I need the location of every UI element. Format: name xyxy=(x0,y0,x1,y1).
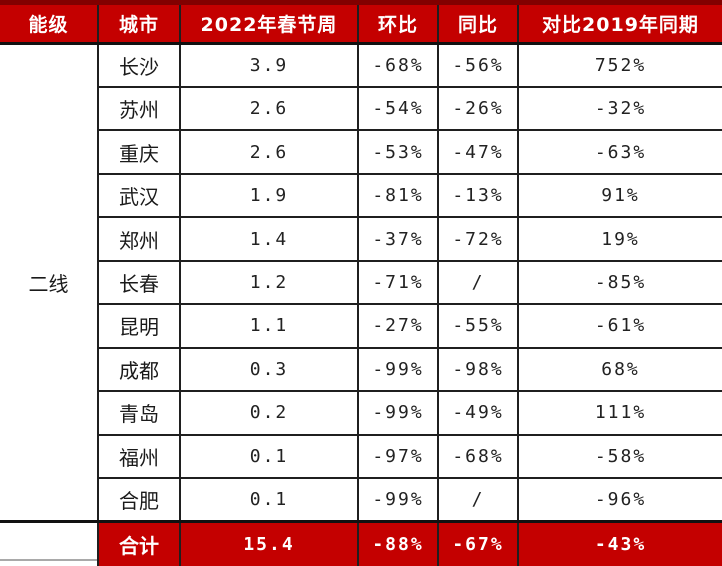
spring-week-cell: 3.9 xyxy=(179,42,359,88)
vs2019-cell: -58% xyxy=(517,433,722,480)
city-cell: 昆明 xyxy=(97,303,181,349)
vs2019-cell: -96% xyxy=(517,477,722,523)
total-row: 合计 15.4 -88% -67% -43% xyxy=(0,520,722,566)
vs2019-cell: -63% xyxy=(517,129,722,175)
vs2019-cell: 111% xyxy=(517,390,722,436)
table-row: 武汉 1.9 -81% -13% 91% xyxy=(0,172,722,219)
yoy-cell: -55% xyxy=(437,303,519,349)
table-body: 二线 长沙 3.9 -68% -56% 752% 苏州 2.6 -54% -26… xyxy=(0,42,722,566)
table-row: 郑州 1.4 -37% -72% 19% xyxy=(0,216,722,262)
city-cell: 成都 xyxy=(97,346,181,393)
city-cell: 长沙 xyxy=(97,42,181,88)
yoy-cell: -49% xyxy=(437,390,519,436)
city-cell: 福州 xyxy=(97,433,181,480)
spring-week-cell: 1.2 xyxy=(179,259,359,306)
table-row: 青岛 0.2 -99% -49% 111% xyxy=(0,390,722,436)
spring-week-cell: 0.1 xyxy=(179,433,359,480)
city-cell: 青岛 xyxy=(97,390,181,436)
vs2019-cell: -32% xyxy=(517,85,722,132)
city-cell: 合肥 xyxy=(97,477,181,523)
vs2019-cell: 19% xyxy=(517,216,722,262)
table-row: 长春 1.2 -71% / -85% xyxy=(0,259,722,306)
header-row: 能级 城市 2022年春节周 环比 同比 对比2019年同期 xyxy=(0,0,722,45)
header-yoy: 同比 xyxy=(437,0,519,45)
city-cell: 长春 xyxy=(97,259,181,306)
yoy-cell: / xyxy=(437,477,519,523)
yoy-cell: -47% xyxy=(437,129,519,175)
city-cell: 武汉 xyxy=(97,172,181,219)
yoy-cell: -98% xyxy=(437,346,519,393)
header-mom: 环比 xyxy=(357,0,439,45)
total-empty-tier-cell xyxy=(0,520,99,566)
total-label-cell: 合计 xyxy=(97,520,181,566)
mom-cell: -81% xyxy=(357,172,439,219)
table-bottom-divider xyxy=(0,559,96,561)
total-yoy-cell: -67% xyxy=(437,520,519,566)
spring-week-cell: 1.1 xyxy=(179,303,359,349)
spring-week-cell: 2.6 xyxy=(179,129,359,175)
vs2019-cell: -85% xyxy=(517,259,722,306)
total-spring-week-cell: 15.4 xyxy=(179,520,359,566)
mom-cell: -27% xyxy=(357,303,439,349)
mom-cell: -54% xyxy=(357,85,439,132)
spring-week-cell: 2.6 xyxy=(179,85,359,132)
table-row: 昆明 1.1 -27% -55% -61% xyxy=(0,303,722,349)
vs2019-cell: 91% xyxy=(517,172,722,219)
mom-cell: -37% xyxy=(357,216,439,262)
vs2019-cell: 752% xyxy=(517,42,722,88)
spring-week-cell: 0.3 xyxy=(179,346,359,393)
mom-cell: -97% xyxy=(357,433,439,480)
mom-cell: -99% xyxy=(357,477,439,523)
header-tier: 能级 xyxy=(0,0,99,45)
header-vs-2019: 对比2019年同期 xyxy=(517,0,722,45)
mom-cell: -53% xyxy=(357,129,439,175)
mom-cell: -68% xyxy=(357,42,439,88)
spring-week-cell: 1.9 xyxy=(179,172,359,219)
table-row: 合肥 0.1 -99% / -96% xyxy=(0,477,722,523)
header-city: 城市 xyxy=(97,0,181,45)
header-spring-week-2022: 2022年春节周 xyxy=(179,0,359,45)
yoy-cell: / xyxy=(437,259,519,306)
table-row: 福州 0.1 -97% -68% -58% xyxy=(0,433,722,480)
city-cell: 重庆 xyxy=(97,129,181,175)
mom-cell: -99% xyxy=(357,390,439,436)
yoy-cell: -72% xyxy=(437,216,519,262)
yoy-cell: -26% xyxy=(437,85,519,132)
table-header: 能级 城市 2022年春节周 环比 同比 对比2019年同期 xyxy=(0,0,722,45)
yoy-cell: -68% xyxy=(437,433,519,480)
mom-cell: -71% xyxy=(357,259,439,306)
mom-cell: -99% xyxy=(357,346,439,393)
spring-week-cell: 1.4 xyxy=(179,216,359,262)
total-mom-cell: -88% xyxy=(357,520,439,566)
tier-merged-cell: 二线 xyxy=(0,42,99,523)
spring-week-cell: 0.2 xyxy=(179,390,359,436)
vs2019-cell: -61% xyxy=(517,303,722,349)
table-row: 成都 0.3 -99% -98% 68% xyxy=(0,346,722,393)
spring-week-cell: 0.1 xyxy=(179,477,359,523)
total-vs2019-cell: -43% xyxy=(517,520,722,566)
city-cell: 郑州 xyxy=(97,216,181,262)
table-row: 苏州 2.6 -54% -26% -32% xyxy=(0,85,722,132)
vs2019-cell: 68% xyxy=(517,346,722,393)
yoy-cell: -13% xyxy=(437,172,519,219)
yoy-cell: -56% xyxy=(437,42,519,88)
table-row: 二线 长沙 3.9 -68% -56% 752% xyxy=(0,42,722,523)
city-cell: 苏州 xyxy=(97,85,181,132)
table-row: 重庆 2.6 -53% -47% -63% xyxy=(0,129,722,175)
